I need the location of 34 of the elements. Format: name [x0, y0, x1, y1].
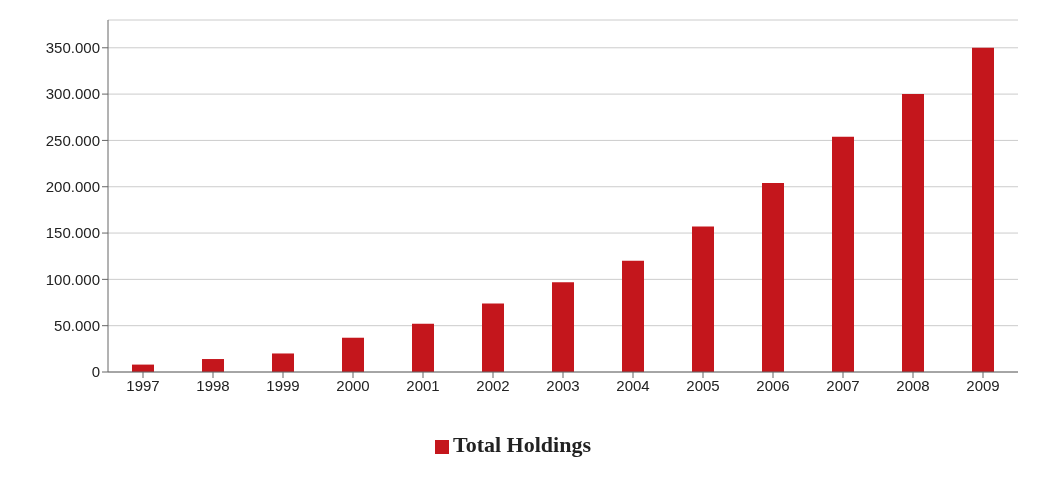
- bar: [692, 226, 714, 372]
- legend-label: Total Holdings: [453, 432, 591, 457]
- x-tick-label: 2002: [476, 376, 510, 394]
- x-tick-label: 1997: [126, 376, 160, 394]
- x-tick-label: 2003: [546, 376, 580, 394]
- bar: [762, 183, 784, 372]
- bar: [552, 282, 574, 372]
- y-tick-label: 0: [91, 363, 100, 381]
- x-tick-label: 2009: [966, 376, 1000, 394]
- bar: [342, 337, 364, 372]
- y-tick-label: 50.000: [54, 317, 100, 335]
- x-tick-label: 2000: [336, 376, 370, 394]
- y-tick-label: 250.000: [45, 131, 100, 149]
- bar: [412, 323, 434, 372]
- x-tick-label: 2001: [406, 376, 440, 394]
- x-tick-label: 2004: [616, 376, 650, 394]
- x-tick-label: 2008: [896, 376, 930, 394]
- bar: [482, 303, 504, 372]
- bar: [972, 47, 994, 372]
- y-tick-label: 200.000: [45, 178, 100, 196]
- y-tick-label: 150.000: [45, 224, 100, 242]
- y-tick-label: 100.000: [45, 270, 100, 288]
- bar: [832, 136, 854, 372]
- x-tick-label: 2007: [826, 376, 860, 394]
- bar: [202, 359, 224, 372]
- bar: [902, 94, 924, 372]
- x-tick-label: 1998: [196, 376, 230, 394]
- x-tick-label: 2005: [686, 376, 720, 394]
- bar: [622, 260, 644, 372]
- x-tick-label: 1999: [266, 376, 300, 394]
- y-tick-label: 350.000: [45, 39, 100, 57]
- y-tick-label: 300.000: [45, 85, 100, 103]
- x-tick-label: 2006: [756, 376, 790, 394]
- bar: [272, 353, 294, 372]
